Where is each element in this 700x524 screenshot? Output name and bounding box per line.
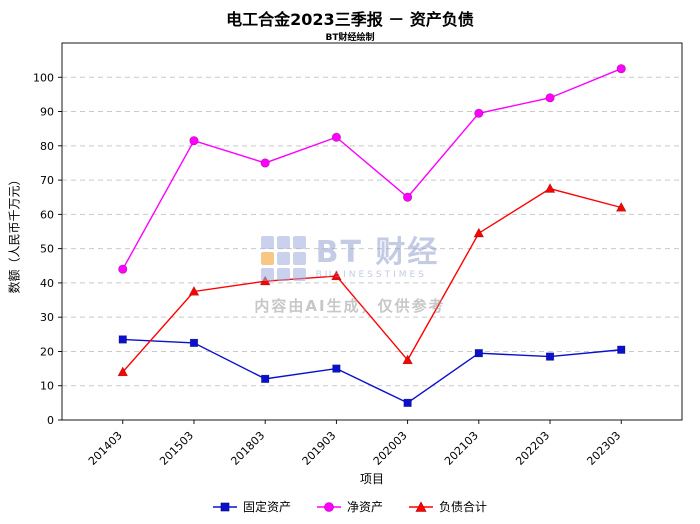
chart-legend: 固定资产 净资产 负债合计 [0,498,700,515]
legend-item-fixed-assets: 固定资产 [212,498,291,515]
square-marker-icon [212,502,237,511]
data-point-square [545,352,555,361]
circle-marker-icon [316,501,341,512]
y-tick-label: 90 [40,106,54,119]
series-line [122,338,622,404]
plot-border [61,42,683,421]
data-point-triangle [117,366,129,377]
data-point-square [403,398,412,407]
y-tick-label: 30 [40,311,54,324]
data-point-square [474,349,483,358]
data-point-circle [118,264,128,274]
legend-label: 负债合计 [439,500,488,514]
data-point-square [332,364,341,373]
chart-title: 电工合金2023三季报 － 资产负债 [226,10,474,29]
x-tick-label: 202303 [584,429,623,468]
data-point-circle [474,108,484,118]
x-axis-label: 项目 [359,472,384,486]
y-tick-label: 10 [40,380,54,393]
x-tick-label: 201403 [86,429,125,468]
data-point-triangle [188,285,200,296]
data-point-square [617,345,626,354]
data-point-circle [260,158,270,168]
x-tick-label: 202203 [513,429,552,468]
y-tick-label: 60 [40,208,54,221]
chart-subtitle: BT财经绘制 [325,33,375,43]
data-point-triangle [544,183,556,193]
legend-label: 固定资产 [242,500,291,514]
y-tick-label: 20 [40,345,54,358]
x-tick-label: 201803 [228,429,267,468]
y-tick-label: 100 [33,71,54,84]
data-point-triangle [473,227,485,238]
data-point-circle [331,132,341,142]
data-point-square [261,374,270,383]
data-point-triangle [402,354,413,365]
data-point-square [189,338,199,347]
data-point-circle [403,192,413,202]
data-point-triangle [615,201,627,212]
y-tick-label: 70 [40,174,54,187]
x-tick-label: 202003 [371,429,410,468]
series-line [122,187,622,373]
y-axis-label: 数额（人民币千万元） [7,173,22,294]
x-tick-label: 201503 [157,429,196,468]
triangle-marker-icon [409,500,433,512]
y-tick-label: 50 [40,243,54,256]
legend-label: 净资产 [346,500,383,514]
legend-item-net-assets: 净资产 [316,498,383,515]
y-tick-label: 40 [40,277,54,290]
data-point-square [118,335,127,344]
legend-item-total-liabilities: 负债合计 [409,498,487,515]
x-tick-label: 202103 [442,429,481,468]
x-tick-label: 201903 [300,429,339,468]
data-point-circle [616,64,626,74]
y-tick-label: 80 [40,140,54,153]
data-point-circle [545,93,555,103]
y-tick-label: 0 [47,414,54,427]
data-point-circle [189,136,199,146]
series-line [122,68,622,270]
data-point-triangle [331,270,342,281]
